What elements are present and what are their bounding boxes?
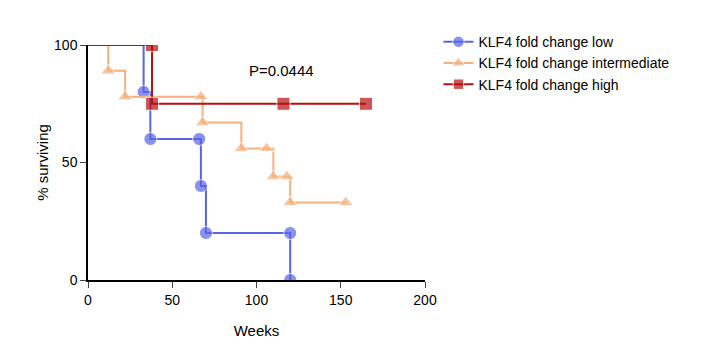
svg-text:150: 150 [329,292,353,308]
svg-text:0: 0 [70,272,78,288]
svg-text:KLF4 fold change high: KLF4 fold change high [478,77,618,93]
svg-text:% surviving: % surviving [34,124,51,201]
svg-text:0: 0 [84,292,92,308]
svg-text:KLF4 fold change intermediate: KLF4 fold change intermediate [478,55,669,71]
svg-text:50: 50 [62,154,78,170]
svg-text:KLF4 fold change low: KLF4 fold change low [478,34,614,50]
svg-text:100: 100 [54,37,78,53]
svg-text:Weeks: Weeks [234,322,280,339]
svg-text:100: 100 [245,292,269,308]
svg-text:50: 50 [164,292,180,308]
svg-text:P=0.0444: P=0.0444 [249,62,314,79]
svg-text:200: 200 [413,292,437,308]
